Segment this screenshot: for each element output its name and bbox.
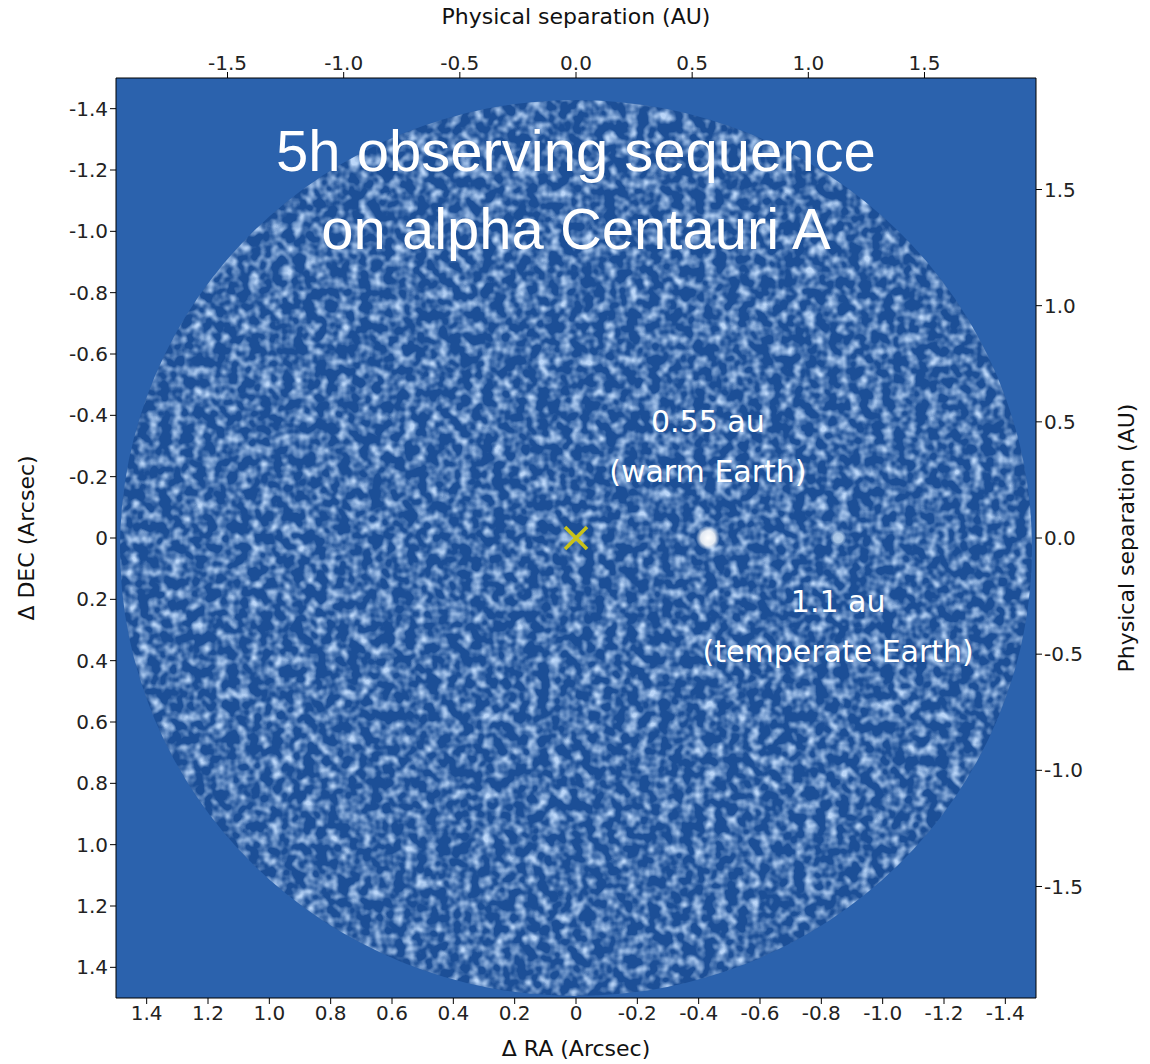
- svg-text:Physical separation (AU): Physical separation (AU): [1114, 404, 1139, 673]
- html-text:on alpha Centauri A: on alpha Centauri A: [321, 196, 831, 261]
- svg-text:-0.4: -0.4: [679, 1001, 718, 1025]
- svg-text:(warm Earth): (warm Earth): [609, 454, 806, 489]
- svg-text:0.0: 0.0: [1044, 526, 1076, 550]
- svg-text:0.5: 0.5: [676, 51, 708, 75]
- svg-text:1.2: 1.2: [76, 894, 108, 918]
- svg-text:-1.0: -1.0: [863, 1001, 902, 1025]
- svg-text:-0.2: -0.2: [69, 465, 108, 489]
- svg-text:-0.8: -0.8: [802, 1001, 841, 1025]
- svg-text:-1.0: -1.0: [324, 51, 363, 75]
- svg-text:0: 0: [570, 1001, 583, 1025]
- svg-text:1.0: 1.0: [76, 833, 108, 857]
- svg-text:0.55 au: 0.55 au: [651, 404, 765, 439]
- svg-text:-0.6: -0.6: [69, 342, 108, 366]
- svg-text:-1.4: -1.4: [986, 1001, 1025, 1025]
- svg-text:1.0: 1.0: [792, 51, 824, 75]
- svg-text:-0.5: -0.5: [1044, 642, 1083, 666]
- svg-text:-1.5: -1.5: [1044, 875, 1083, 899]
- svg-text:1.0: 1.0: [253, 1001, 285, 1025]
- svg-text:-1.0: -1.0: [69, 219, 108, 243]
- svg-text:-1.5: -1.5: [208, 51, 247, 75]
- svg-text:0.8: 0.8: [315, 1001, 347, 1025]
- svg-text:0.4: 0.4: [437, 1001, 469, 1025]
- html-text:5h observing sequence: 5h observing sequence: [276, 118, 876, 183]
- svg-text:Δ RA (Arcsec): Δ RA (Arcsec): [502, 1036, 650, 1061]
- svg-text:0.8: 0.8: [76, 771, 108, 795]
- svg-text:1.4: 1.4: [76, 955, 108, 979]
- svg-text:1.0: 1.0: [1044, 294, 1076, 318]
- svg-text:Physical separation (AU): Physical separation (AU): [442, 4, 711, 29]
- svg-text:1.5: 1.5: [1044, 178, 1076, 202]
- svg-text:0.4: 0.4: [76, 649, 108, 673]
- svg-text:Δ DEC (Arcsec): Δ DEC (Arcsec): [14, 455, 39, 620]
- svg-text:-0.8: -0.8: [69, 281, 108, 305]
- svg-text:0.2: 0.2: [76, 587, 108, 611]
- svg-text:-0.5: -0.5: [440, 51, 479, 75]
- svg-text:0.0: 0.0: [560, 51, 592, 75]
- svg-text:0.6: 0.6: [376, 1001, 408, 1025]
- svg-text:-1.2: -1.2: [69, 158, 108, 182]
- svg-text:-1.0: -1.0: [1044, 758, 1083, 782]
- svg-text:-1.2: -1.2: [924, 1001, 963, 1025]
- svg-text:0.2: 0.2: [499, 1001, 531, 1025]
- svg-text:1.1 au: 1.1 au: [791, 584, 886, 619]
- svg-text:0.5: 0.5: [1044, 410, 1076, 434]
- svg-text:0: 0: [95, 526, 108, 550]
- svg-text:-0.4: -0.4: [69, 403, 108, 427]
- svg-text:1.5: 1.5: [909, 51, 941, 75]
- svg-text:-0.2: -0.2: [618, 1001, 657, 1025]
- svg-text:-1.4: -1.4: [69, 97, 108, 121]
- svg-text:1.2: 1.2: [192, 1001, 224, 1025]
- svg-text:1.4: 1.4: [131, 1001, 163, 1025]
- svg-text:-0.6: -0.6: [740, 1001, 779, 1025]
- svg-text:(temperate Earth): (temperate Earth): [703, 634, 974, 669]
- svg-text:0.6: 0.6: [76, 710, 108, 734]
